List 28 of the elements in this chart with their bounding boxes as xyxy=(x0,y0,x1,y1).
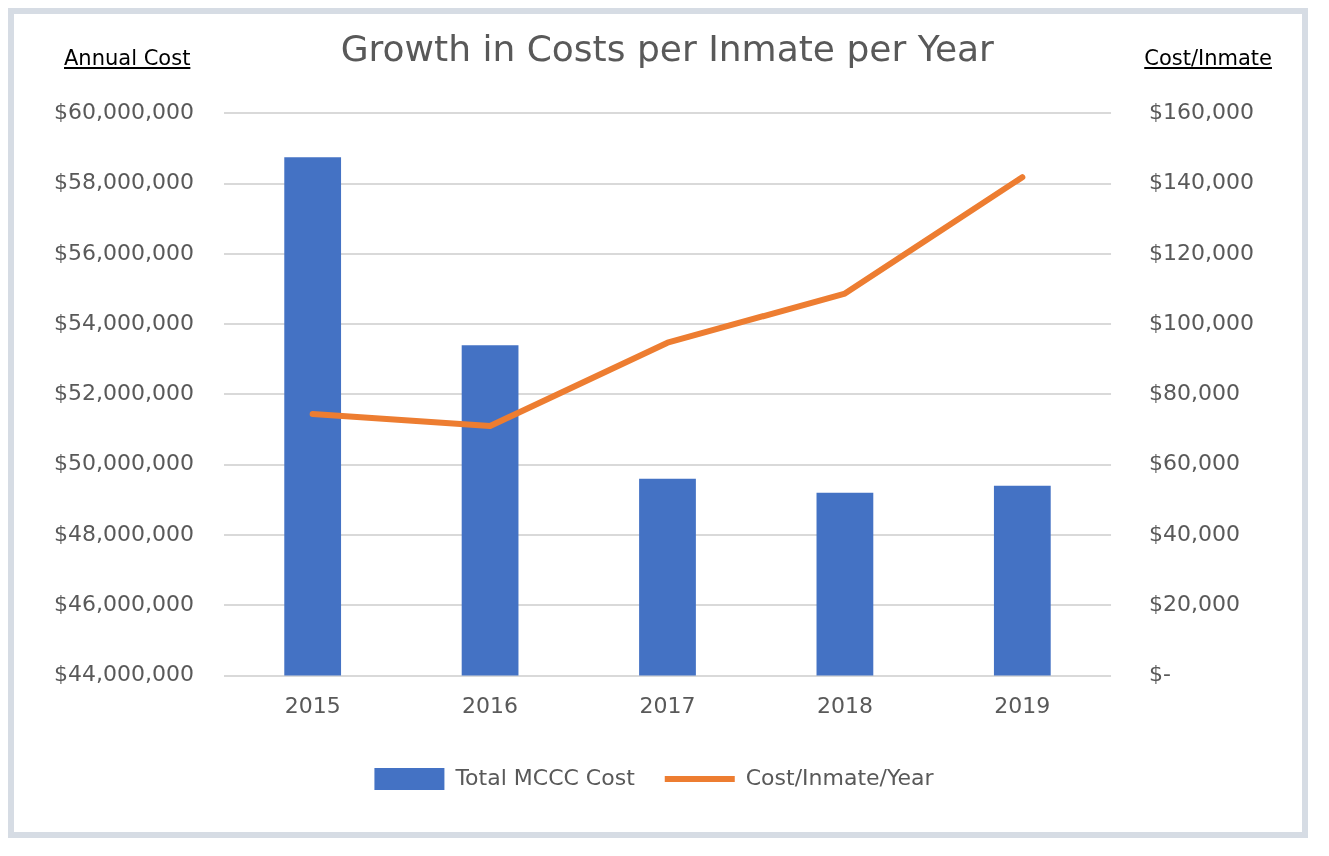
x-tick-label: 2019 xyxy=(994,692,1051,718)
y-axis-title: Annual Cost xyxy=(64,45,191,70)
y-tick-label: $44,000,000 xyxy=(53,661,194,687)
y-tick-label: $46,000,000 xyxy=(53,591,194,617)
y2-tick-label: $160,000 xyxy=(1149,98,1255,124)
y2-tick-label: $140,000 xyxy=(1149,169,1255,195)
y-tick-label: $56,000,000 xyxy=(53,239,194,265)
y2-tick-label: $100,000 xyxy=(1149,309,1255,335)
x-tick-label: 2016 xyxy=(462,692,519,718)
legend-label: Cost/Inmate/Year xyxy=(745,764,935,790)
y2-tick-label: $40,000 xyxy=(1149,520,1241,546)
y-tick-label: $60,000,000 xyxy=(53,98,194,124)
chart-title: Growth in Costs per Inmate per Year xyxy=(340,28,994,69)
y-tick-label: $52,000,000 xyxy=(53,380,194,406)
y-tick-label: $58,000,000 xyxy=(53,169,194,195)
legend-label: Total MCCC Cost xyxy=(454,764,636,790)
y-tick-label: $54,000,000 xyxy=(53,309,194,335)
x-tick-label: 2017 xyxy=(639,692,696,718)
y2-tick-label: $- xyxy=(1149,661,1171,687)
y2-tick-label: $20,000 xyxy=(1149,591,1241,617)
x-tick-label: 2018 xyxy=(816,692,873,718)
y2-tick-label: $80,000 xyxy=(1149,380,1241,406)
y2-axis-title: Cost/Inmate xyxy=(1144,45,1272,70)
y2-tick-label: $120,000 xyxy=(1149,239,1255,265)
y-tick-label: $48,000,000 xyxy=(53,520,194,546)
x-tick-label: 2015 xyxy=(284,692,341,718)
y2-tick-label: $60,000 xyxy=(1149,450,1241,476)
y-tick-label: $50,000,000 xyxy=(53,450,194,476)
